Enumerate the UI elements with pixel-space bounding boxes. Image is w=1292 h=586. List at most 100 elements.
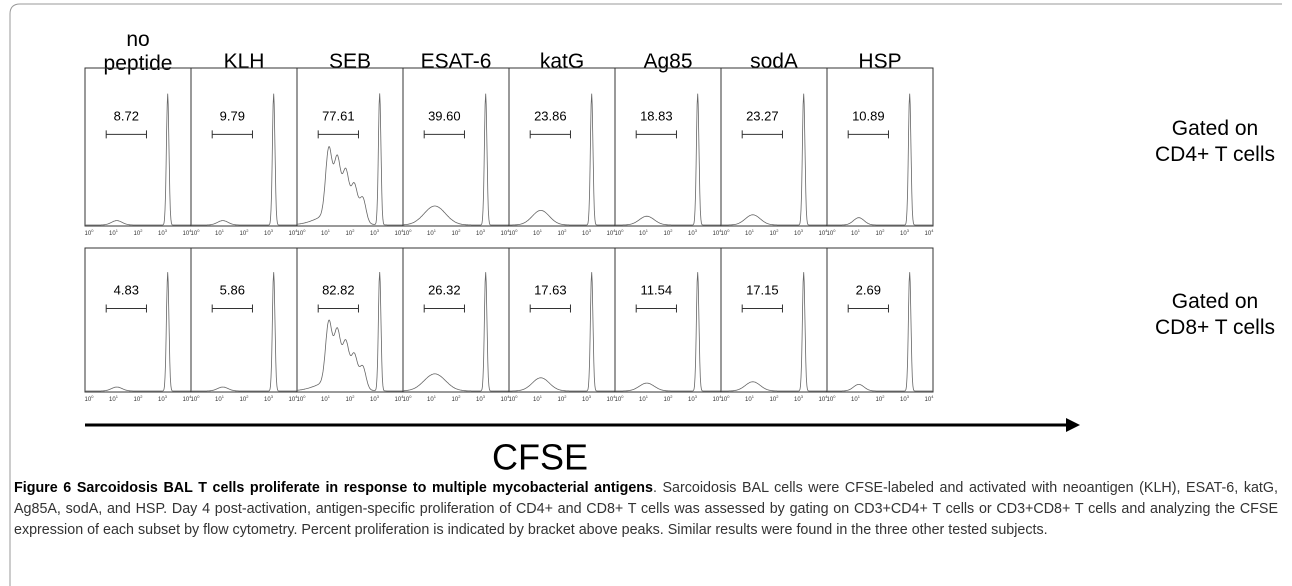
tick-label: 100 xyxy=(297,228,307,237)
tick-base: 10 xyxy=(476,397,483,403)
frame xyxy=(9,3,1282,586)
tick-label: 101 xyxy=(851,228,861,237)
histogram xyxy=(191,272,297,392)
label-line: HSP xyxy=(858,50,901,73)
bracket xyxy=(635,304,677,313)
label: SEB xyxy=(329,50,371,73)
tick-exp: 4 xyxy=(931,394,934,399)
percentage: 11.54 xyxy=(641,282,673,297)
percentage: 5.86 xyxy=(220,282,245,297)
panel xyxy=(84,67,192,227)
caption: Figure 6 Sarcoidosis BAL T cells prolife… xyxy=(14,478,1278,541)
tick-label: 104 xyxy=(607,228,617,237)
tick-exp: 0 xyxy=(303,228,306,233)
tick-base: 10 xyxy=(346,397,353,403)
tick-label: 102 xyxy=(134,228,144,237)
histogram xyxy=(509,93,615,226)
bracket xyxy=(529,130,571,139)
histogram xyxy=(615,272,721,392)
tick-label: 103 xyxy=(264,394,274,403)
bracket xyxy=(847,130,889,139)
histogram xyxy=(827,272,933,392)
tick-label: 103 xyxy=(476,394,486,403)
tick-label: 100 xyxy=(509,394,519,403)
panel xyxy=(402,67,510,227)
tick-base: 10 xyxy=(321,397,328,403)
percentage: 17.15 xyxy=(746,282,779,297)
tick-base: 10 xyxy=(770,231,777,237)
tick-exp: 3 xyxy=(695,228,698,233)
tick-base: 10 xyxy=(770,397,777,403)
tick-exp: 2 xyxy=(776,228,779,233)
tick-exp: 1 xyxy=(116,228,119,233)
tick-label: 104 xyxy=(289,394,299,403)
tick-base: 10 xyxy=(713,231,720,237)
tick-exp: 3 xyxy=(165,228,168,233)
tick-label: 103 xyxy=(794,228,804,237)
tick-exp: 0 xyxy=(409,394,412,399)
tick-label: 100 xyxy=(297,394,307,403)
histogram xyxy=(191,93,297,226)
tick-exp: 3 xyxy=(483,394,486,399)
tick-label: 102 xyxy=(664,228,674,237)
percentage: 17.63 xyxy=(534,282,567,297)
tick-exp: 2 xyxy=(352,394,355,399)
tick-base: 10 xyxy=(851,397,858,403)
tick-label: 100 xyxy=(721,228,731,237)
tick-base: 10 xyxy=(925,397,932,403)
tick-exp: 0 xyxy=(833,394,836,399)
tick-label: 104 xyxy=(819,228,829,237)
tick-exp: 1 xyxy=(434,394,437,399)
tick-exp: 4 xyxy=(719,394,722,399)
tick-label: 104 xyxy=(395,394,405,403)
tick-base: 10 xyxy=(370,397,377,403)
tick-base: 10 xyxy=(191,397,198,403)
tick-base: 10 xyxy=(876,397,883,403)
tick-exp: 3 xyxy=(271,394,274,399)
tick-base: 10 xyxy=(509,397,516,403)
tick-base: 10 xyxy=(558,231,565,237)
tick-base: 10 xyxy=(533,231,540,237)
tick-base: 10 xyxy=(370,231,377,237)
tick-label: 103 xyxy=(582,228,592,237)
percentage: 82.82 xyxy=(322,282,355,297)
tick-base: 10 xyxy=(745,231,752,237)
tick-base: 10 xyxy=(395,397,402,403)
bracket xyxy=(423,304,465,313)
tick-base: 10 xyxy=(607,397,614,403)
tick-label: 101 xyxy=(639,394,649,403)
tick-base: 10 xyxy=(289,231,296,237)
label-line: no xyxy=(126,28,149,51)
percentage: 18.83 xyxy=(640,108,673,123)
tick-exp: 1 xyxy=(434,228,437,233)
tick-exp: 1 xyxy=(328,228,331,233)
tick-exp: 3 xyxy=(695,394,698,399)
tick-label: 101 xyxy=(745,394,755,403)
tick-label: 101 xyxy=(321,228,331,237)
tick-exp: 0 xyxy=(303,394,306,399)
panel xyxy=(826,247,934,393)
tick-label: 104 xyxy=(501,228,511,237)
tick-label: 100 xyxy=(403,228,413,237)
tick-exp: 4 xyxy=(401,228,404,233)
histogram xyxy=(297,93,403,226)
tick-exp: 1 xyxy=(222,394,225,399)
histogram xyxy=(721,272,827,392)
panel xyxy=(826,67,934,227)
label: HSP xyxy=(858,50,901,73)
tick-base: 10 xyxy=(183,397,190,403)
histogram xyxy=(827,93,933,226)
histogram xyxy=(615,93,721,226)
tick-label: 104 xyxy=(713,394,723,403)
tick-base: 10 xyxy=(297,397,304,403)
tick-label: 102 xyxy=(876,228,886,237)
tick-label: 103 xyxy=(688,394,698,403)
tick-exp: 4 xyxy=(613,228,616,233)
panel xyxy=(508,247,616,393)
tick-exp: 1 xyxy=(858,228,861,233)
tick-label: 104 xyxy=(925,228,935,237)
tick-exp: 4 xyxy=(189,394,192,399)
label-line: peptide xyxy=(104,52,173,75)
tick-base: 10 xyxy=(582,231,589,237)
